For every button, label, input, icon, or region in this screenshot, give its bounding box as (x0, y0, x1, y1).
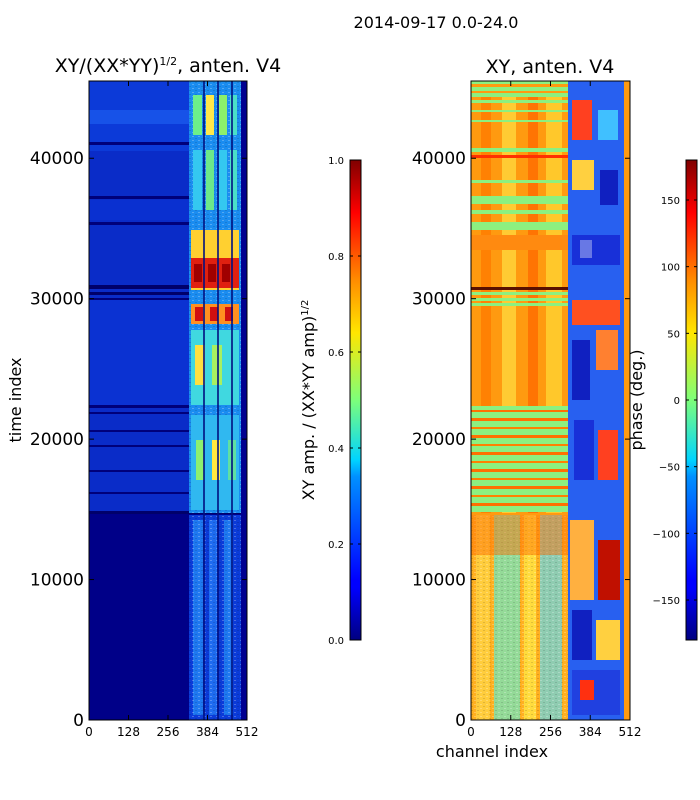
amplitude-y-tick-label: 40000 (30, 149, 84, 169)
phase-colorbar-tick-label: −150 (653, 596, 680, 607)
phase-x-tick-label: 256 (539, 725, 562, 739)
amplitude-colorbar-tick-label: 0.6 (328, 348, 344, 359)
amplitude-y-tick-label: 20000 (30, 430, 84, 450)
phase-heatmap-image (471, 81, 630, 720)
phase-x-axis-label: channel index (436, 742, 548, 761)
phase-y-tick-label: 20000 (412, 430, 466, 450)
phase-panel-title: XY, anten. V4 (486, 56, 615, 78)
phase-colorbar-tick-label: −50 (659, 463, 680, 474)
amplitude-colorbar-gradient (350, 160, 361, 640)
amplitude-y-axis-label: time index (6, 357, 25, 442)
amplitude-x-tick-label: 0 (85, 725, 93, 739)
phase-y-tick-label: 10000 (412, 571, 466, 591)
amplitude-y-ticks: 0 10000 20000 30000 40000 (30, 149, 247, 731)
phase-colorbar-tick-label: 100 (661, 263, 680, 274)
phase-colorbar-ticks: −150 −100 −50 0 50 100 150 (653, 196, 697, 607)
phase-colorbar-tick-label: −100 (653, 529, 680, 540)
phase-y-tick-label: 40000 (412, 149, 466, 169)
phase-colorbar-label: phase (deg.) (627, 349, 646, 450)
phase-colorbar-tick-label: 50 (667, 329, 680, 340)
phase-colorbar-tick-label: 150 (661, 196, 680, 207)
amplitude-y-tick-label: 30000 (30, 290, 84, 310)
amplitude-colorbar-tick-label: 1.0 (328, 156, 344, 167)
phase-y-ticks: 0 10000 20000 30000 40000 (412, 149, 630, 731)
phase-x-tick-label: 128 (499, 725, 522, 739)
amplitude-y-tick-label: 10000 (30, 571, 84, 591)
phase-x-tick-label: 0 (467, 725, 475, 739)
amplitude-colorbar-ticks: 0.0 0.2 0.4 0.6 0.8 1.0 (328, 156, 361, 647)
amplitude-colorbar-tick-label: 0.4 (328, 444, 344, 455)
phase-colorbar: −150 −100 −50 0 50 100 150 phase (deg.) (627, 159, 698, 641)
phase-y-tick-label: 30000 (412, 290, 466, 310)
amplitude-x-tick-label: 256 (157, 725, 180, 739)
amplitude-x-ticks: 0 128 256 384 512 (85, 81, 258, 739)
amplitude-colorbar-tick-label: 0.0 (328, 636, 344, 647)
phase-colorbar-tick-label: 0 (674, 396, 680, 407)
amplitude-panel-title: XY/(XX*YY)1/2, anten. V4 (55, 55, 281, 77)
phase-x-tick-label: 512 (619, 725, 642, 739)
amplitude-x-tick-label: 128 (117, 725, 140, 739)
amplitude-colorbar-frame (349, 159, 362, 641)
phase-y-tick-label: 0 (455, 711, 466, 731)
amplitude-x-tick-label: 512 (236, 725, 259, 739)
figure-title: 2014-09-17 0.0-24.0 (354, 13, 519, 32)
amplitude-colorbar-label: XY amp. / (XX*YY amp)1/2 (299, 300, 318, 501)
amplitude-heatmap-image (89, 81, 247, 720)
amplitude-colorbar-tick-label: 0.2 (328, 540, 344, 551)
amplitude-colorbar: 0.0 0.2 0.4 0.6 0.8 1.0 XY amp. / (XX*YY amp)… (299, 156, 362, 647)
amplitude-colorbar-tick-label: 0.8 (328, 252, 344, 263)
phase-x-tick-label: 384 (579, 725, 602, 739)
amplitude-panel: XY/(XX*YY)1/2, anten. V4 (6, 55, 281, 739)
phase-colorbar-gradient (686, 160, 697, 640)
amplitude-y-tick-label: 0 (73, 711, 84, 731)
phase-panel: XY, anten. V4 (412, 56, 642, 761)
amplitude-x-tick-label: 384 (196, 725, 219, 739)
phase-x-ticks: 0 128 256 384 512 (467, 81, 641, 739)
